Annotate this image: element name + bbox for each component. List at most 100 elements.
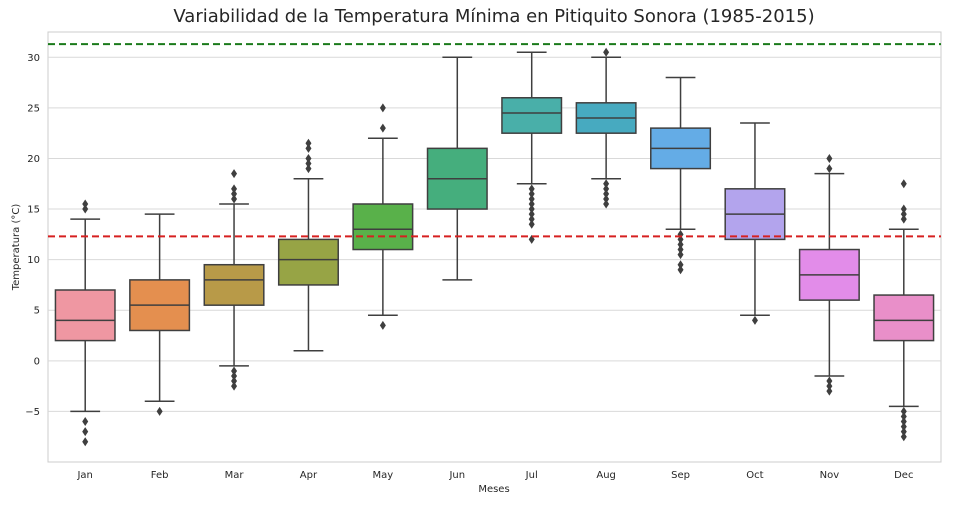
outlier-point [677,260,684,270]
x-tick-label: Jan [76,470,92,481]
outlier-point [603,47,610,57]
outlier-point [826,376,833,386]
x-tick-label: Sep [671,470,690,481]
outlier-point [305,164,312,174]
box-oct [724,122,786,325]
outlier-point [677,250,684,260]
outlier-point [900,209,907,219]
x-tick-label: Nov [820,470,840,481]
chart-title: Variabilidad de la Temperatura Mínima en… [173,6,814,27]
outlier-point [900,432,907,442]
iqr-box [501,97,563,134]
outlier-point [900,406,907,416]
x-tick-labels: Jan Feb Mar Apr May Jun Jul Aug Sep Oct Nov Dec [76,470,913,481]
outlier-point [528,199,535,209]
outlier-point [900,411,907,421]
iqr-box [203,263,265,306]
outlier-point [677,239,684,249]
outlier-point [603,194,610,204]
outlier-point [82,199,89,209]
y-tick-label: 25 [27,103,40,114]
outlier-point [900,427,907,437]
box-jan [54,199,116,447]
outlier-point [231,381,238,391]
box-may [352,103,414,330]
y-tick-label: 0 [34,356,40,367]
outlier-point [900,417,907,427]
outlier-point [528,219,535,229]
outlier-point [82,427,89,437]
outlier-point [528,214,535,224]
outlier-point [231,184,238,194]
box-dec [873,179,935,442]
outlier-point [900,214,907,224]
outlier-point [231,194,238,204]
outlier-point [826,164,833,174]
outlier-point [82,437,89,447]
outlier-point [826,381,833,391]
outlier-point [379,320,386,330]
box-feb [129,213,191,416]
grid-lines [48,56,941,412]
boxes-group [54,47,935,447]
outlier-point [900,179,907,189]
reference-lines [48,43,941,238]
outlier-point [603,184,610,194]
outlier-point [528,194,535,204]
outlier-point [379,103,386,113]
outlier-point [900,204,907,214]
x-tick-label: Apr [300,470,318,481]
outlier-point [156,406,163,416]
outlier-point [305,153,312,163]
outlier-point [677,265,684,275]
iqr-box [873,294,935,342]
iqr-box [277,238,339,286]
outlier-point [528,184,535,194]
outlier-point [528,189,535,199]
outlier-point [82,204,89,214]
x-tick-label: Jun [448,470,465,481]
outlier-point [231,376,238,386]
outlier-point [677,245,684,255]
outlier-point [305,143,312,153]
y-axis-label: Temperatura (°C) [11,204,22,292]
x-tick-label: Mar [225,470,245,481]
outlier-point [826,386,833,396]
box-nov [798,153,860,396]
outlier-point [305,138,312,148]
box-aug [575,47,637,209]
x-tick-label: Feb [151,470,169,481]
iqr-box [54,289,116,342]
y-tick-label: 20 [27,154,40,165]
outlier-point [231,371,238,381]
outlier-point [528,209,535,219]
y-tick-labels: −5 0 5 10 15 20 25 30 [25,53,40,418]
outlier-point [379,123,386,133]
y-tick-label: 30 [27,53,40,64]
outlier-point [231,366,238,376]
x-tick-label: May [373,470,394,481]
outlier-point [751,315,758,325]
outlier-point [603,179,610,189]
outlier-point [231,189,238,199]
outlier-point [603,189,610,199]
x-tick-label: Oct [746,470,763,481]
outlier-point [231,169,238,179]
box-jul [501,51,563,244]
x-tick-label: Dec [894,470,913,481]
outlier-point [305,159,312,169]
box-sep [650,76,712,275]
outlier-point [603,199,610,209]
box-jun [426,56,488,281]
y-tick-label: 15 [27,205,40,216]
y-tick-label: −5 [25,407,40,418]
outlier-point [900,422,907,432]
y-tick-label: 10 [27,255,40,266]
outlier-point [82,417,89,427]
y-tick-label: 5 [34,306,40,317]
box-apr [277,138,339,352]
box-mar [203,169,265,391]
x-axis-label: Meses [478,484,509,495]
x-tick-label: Jul [525,470,538,481]
